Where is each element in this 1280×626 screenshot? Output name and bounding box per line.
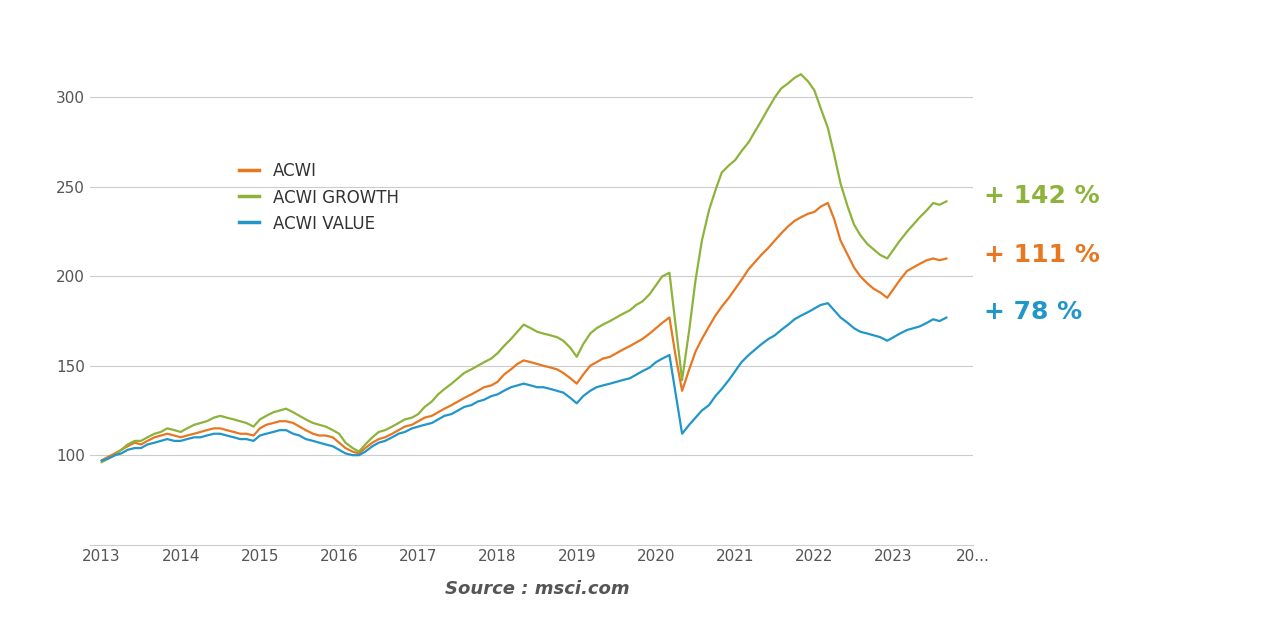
Line: ACWI VALUE: ACWI VALUE	[101, 303, 947, 461]
Line: ACWI GROWTH: ACWI GROWTH	[101, 74, 947, 463]
ACWI VALUE	[536, 384, 552, 391]
ACWI GROWTH	[794, 71, 809, 78]
ACWI	[536, 362, 552, 369]
ACWI VALUE	[840, 319, 855, 327]
ACWI VALUE	[93, 457, 109, 464]
ACWI VALUE	[820, 299, 836, 307]
ACWI VALUE	[595, 382, 611, 389]
ACWI	[820, 199, 836, 207]
ACWI	[840, 251, 855, 259]
Line: ACWI: ACWI	[101, 203, 947, 461]
ACWI GROWTH	[325, 426, 340, 434]
ACWI	[133, 441, 148, 448]
ACWI GROWTH	[595, 321, 611, 329]
ACWI VALUE	[133, 444, 148, 452]
ACWI	[595, 355, 611, 362]
Legend: ACWI, ACWI GROWTH, ACWI VALUE: ACWI, ACWI GROWTH, ACWI VALUE	[239, 162, 398, 233]
ACWI VALUE	[760, 335, 776, 342]
ACWI	[940, 255, 955, 262]
ACWI GROWTH	[93, 459, 109, 466]
Text: + 142 %: + 142 %	[984, 184, 1100, 208]
Text: Source : msci.com: Source : msci.com	[445, 580, 630, 598]
ACWI	[760, 244, 776, 252]
Text: + 111 %: + 111 %	[984, 243, 1100, 267]
ACWI VALUE	[325, 443, 340, 450]
ACWI	[93, 457, 109, 464]
ACWI VALUE	[940, 314, 955, 321]
ACWI GROWTH	[133, 437, 148, 444]
ACWI GROWTH	[760, 105, 776, 112]
ACWI GROWTH	[536, 330, 552, 337]
ACWI GROWTH	[940, 197, 955, 205]
Text: + 78 %: + 78 %	[984, 300, 1082, 324]
ACWI GROWTH	[840, 203, 855, 210]
ACWI	[325, 434, 340, 441]
